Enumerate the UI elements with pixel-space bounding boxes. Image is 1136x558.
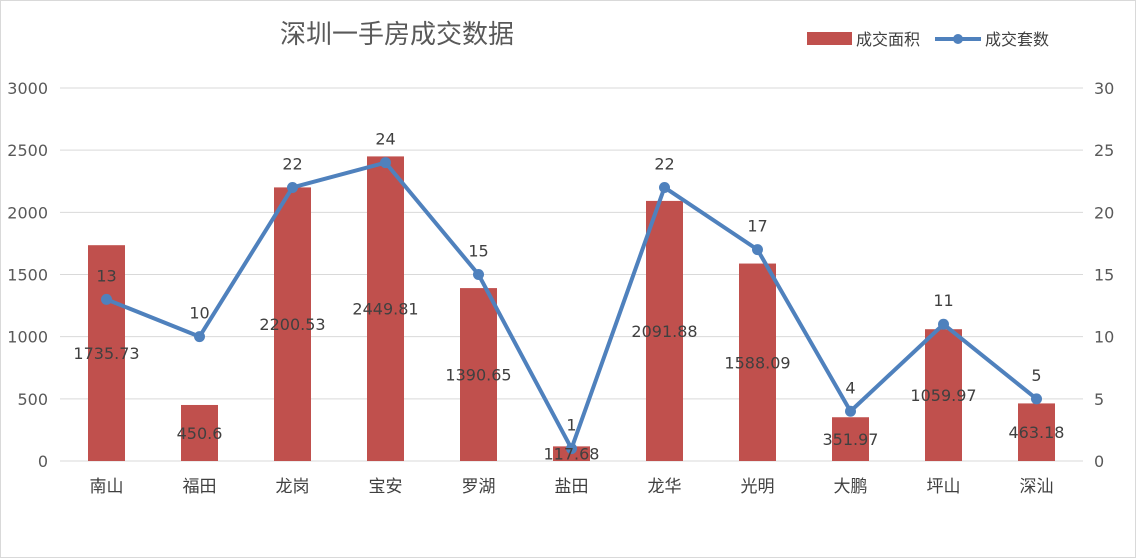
line-point	[938, 318, 949, 330]
bar	[460, 288, 497, 461]
left-axis-ticks: 0 500 1000 1500 2000 2500 3000	[7, 79, 48, 471]
bar-data-label: 351.97	[823, 430, 879, 449]
bar-data-label: 2200.53	[259, 315, 325, 334]
line-data-label: 22	[654, 154, 674, 173]
right-axis-tick-label: 10	[1094, 328, 1114, 347]
bar-data-label: 450.6	[177, 424, 223, 443]
bar	[1018, 403, 1055, 461]
line-data-label: 11	[933, 291, 953, 310]
line-data-label: 22	[282, 154, 302, 173]
bar-data-label: 2091.88	[631, 322, 697, 341]
legend-bar-label: 成交面积	[856, 30, 920, 49]
line-point	[194, 331, 205, 343]
category-labels: 南山 福田 龙岗 宝安 罗湖 盐田 龙华 光明 大鹏 坪山 深汕	[90, 477, 1054, 497]
bar	[367, 156, 404, 461]
category-label: 龙华	[648, 477, 682, 497]
bar-data-label: 1735.73	[73, 344, 139, 363]
line-point	[287, 181, 298, 193]
series-line	[104, 160, 1039, 451]
legend: 成交面积 成交套数	[807, 30, 1049, 49]
line-point	[845, 405, 856, 417]
category-label: 龙岗	[276, 477, 310, 497]
right-axis-tick-label: 25	[1094, 141, 1114, 160]
category-label: 罗湖	[462, 477, 496, 497]
line-point	[380, 157, 391, 169]
right-axis-tick-label: 20	[1094, 203, 1114, 222]
left-axis-tick-label: 3000	[7, 79, 48, 98]
line-point	[101, 293, 112, 305]
legend-line-label: 成交套数	[985, 30, 1049, 49]
bar	[274, 187, 311, 462]
bar-data-label: 117.68	[544, 445, 600, 464]
bar	[832, 417, 869, 461]
line-point	[1031, 393, 1042, 405]
line-point	[473, 269, 484, 280]
bar	[739, 263, 776, 461]
right-axis-tick-label: 0	[1094, 452, 1104, 471]
line-point	[659, 181, 670, 193]
category-label: 坪山	[927, 477, 961, 497]
legend-line-marker	[953, 34, 963, 44]
bar	[88, 245, 125, 461]
category-label: 盐田	[555, 477, 589, 497]
bar-data-label: 2449.81	[352, 300, 418, 319]
line-data-label: 1	[566, 416, 576, 435]
line-data-label: 15	[468, 242, 488, 261]
right-axis-ticks: 0 5 10 15 20 25 30	[1094, 79, 1114, 471]
line-point	[752, 244, 763, 256]
bar-data-label: 463.18	[1009, 423, 1065, 442]
line-series	[101, 157, 1042, 455]
line-data-label: 5	[1031, 366, 1041, 385]
right-axis-tick-label: 5	[1094, 390, 1104, 409]
left-axis-tick-label: 1500	[7, 266, 48, 285]
left-axis-tick-label: 0	[38, 452, 48, 471]
line-point	[566, 443, 577, 455]
bar	[181, 404, 218, 461]
category-label: 福田	[183, 477, 217, 497]
category-label: 大鹏	[834, 477, 868, 497]
left-axis-tick-label: 1000	[7, 328, 48, 347]
category-label: 宝安	[369, 477, 403, 497]
category-label: 南山	[90, 477, 124, 497]
bar	[646, 200, 683, 461]
left-axis-tick-label: 2500	[7, 141, 48, 160]
bar-data-label: 1059.97	[910, 386, 976, 405]
right-axis-tick-label: 30	[1094, 79, 1114, 98]
bar	[925, 329, 962, 461]
line-data-label: 10	[189, 304, 209, 323]
right-axis-tick-label: 15	[1094, 266, 1114, 285]
left-axis-tick-label: 500	[17, 390, 48, 409]
legend-bar-swatch	[807, 32, 852, 45]
bar-data-label: 1588.09	[724, 353, 790, 372]
line-data-label: 24	[375, 130, 395, 149]
category-label: 光明	[741, 477, 775, 497]
line-data-label: 17	[747, 217, 767, 236]
bar-data-label: 1390.65	[445, 366, 511, 385]
category-label: 深汕	[1020, 477, 1054, 497]
chart-title: 深圳一手房成交数据	[280, 20, 514, 50]
bar-data-labels: 1735.73 450.6 2200.53 2449.81 1390.65 117.68 2…	[73, 300, 1064, 464]
line-data-labels: 13 10 22 24 15 1 22 17 4 11 5	[96, 130, 1041, 435]
left-axis-tick-label: 2000	[7, 203, 48, 222]
line-data-label: 13	[96, 266, 116, 285]
bar-series	[88, 156, 1055, 462]
gridlines	[60, 87, 1083, 462]
line-data-label: 4	[845, 378, 855, 397]
